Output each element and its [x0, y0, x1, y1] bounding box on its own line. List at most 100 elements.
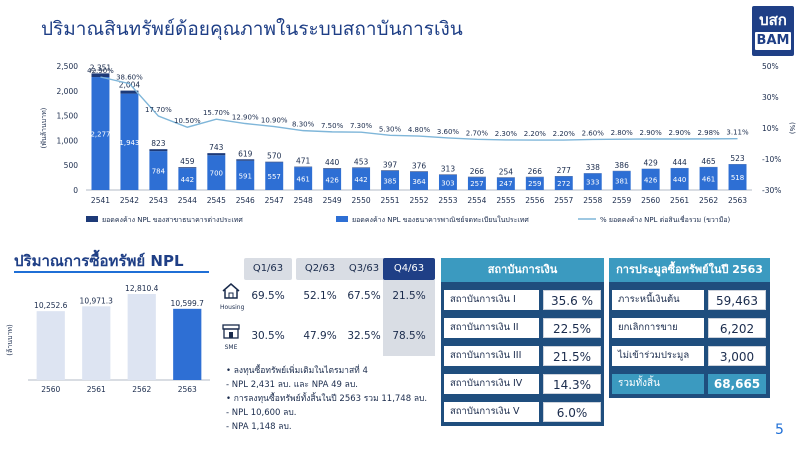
sme-row-icon: SME — [220, 322, 242, 351]
bar-domestic — [612, 171, 631, 190]
bar-domestic-label: 461 — [702, 176, 715, 184]
bar-domestic-label: 426 — [644, 176, 658, 184]
note-line: - NPA 1,148 ลบ. — [226, 422, 292, 432]
pct-label: 17.70% — [145, 106, 172, 114]
bar-domestic-label: 259 — [528, 180, 541, 188]
pct-label: 2.70% — [466, 129, 489, 137]
x-tick-label: 2560 — [641, 196, 660, 205]
quarter-table: Q1/63 Q2/63 Q3/63 Q4/63 Housing 69.5% 52… — [220, 258, 435, 358]
bar-total-label: 570 — [267, 152, 282, 161]
purchase-value-label: 10,252.6 — [34, 301, 68, 310]
x-tick-label: 2542 — [120, 196, 139, 205]
note-line: - NPL 10,600 ลบ. — [226, 408, 297, 418]
auction-total-value: 68,665 — [708, 374, 766, 394]
bar-domestic-label: 518 — [731, 174, 744, 182]
bar-foreign — [120, 90, 139, 94]
bar-foreign — [265, 161, 284, 163]
institution-row-value: 6.0% — [543, 402, 601, 422]
x-tick-label: 2551 — [380, 196, 399, 205]
purchase-value-label: 10,599.7 — [171, 299, 205, 308]
legend-swatch-domestic — [336, 216, 348, 222]
bar-domestic-label: 700 — [210, 170, 223, 178]
bar-domestic-label: 2,277 — [90, 131, 110, 139]
y-axis-label: (พันล้านบาท) — [40, 107, 48, 148]
y-tick-label: 500 — [64, 161, 79, 170]
pct-label: 10.90% — [261, 117, 288, 125]
bar-foreign — [178, 167, 197, 169]
housing-q3: 67.5% — [347, 290, 381, 302]
pct-label: 15.70% — [203, 109, 230, 117]
x-tick-label: 2550 — [352, 196, 371, 205]
bar-foreign — [236, 159, 255, 161]
housing-q2: 52.1% — [303, 290, 337, 302]
bar-foreign — [207, 153, 226, 156]
x-tick-label: 2553 — [438, 196, 457, 205]
pct-line — [100, 76, 738, 141]
npl-purchase-chart: (ล้านบาท) 10,252.6 2560 10,971.3 2561 12,810.… — [6, 284, 210, 394]
purchase-bar — [127, 293, 156, 380]
pct-label: 2.98% — [697, 129, 720, 137]
bar-domestic-label: 364 — [412, 178, 426, 186]
auction-row-label: ยกเลิกการขาย — [612, 318, 704, 338]
bar-domestic-label: 385 — [383, 177, 396, 185]
sme-label: SME — [224, 344, 238, 351]
bar-domestic-label: 272 — [557, 180, 570, 188]
x-tick-label: 2556 — [525, 196, 544, 205]
auction-row-label: ไม่เข้าร่วมประมูล — [612, 346, 704, 366]
page-number: 5 — [775, 422, 784, 438]
pct-label: 4.80% — [408, 126, 431, 134]
section-underline — [14, 271, 209, 273]
bar-total-label: 254 — [499, 167, 514, 176]
bar-domestic — [438, 174, 457, 190]
bar-domestic — [554, 176, 573, 190]
institution-row-label: สถาบันการเงิน I — [444, 290, 539, 310]
bar-domestic — [728, 164, 747, 190]
x-tick-label: 2548 — [294, 196, 313, 205]
auction-row-label: ภาระหนี้เงินต้น — [612, 290, 704, 310]
house-icon — [222, 283, 240, 299]
bar-domestic-label: 247 — [499, 180, 512, 188]
bar-total-label: 471 — [296, 157, 311, 166]
housing-row-icon: Housing — [220, 282, 244, 311]
bar-domestic — [467, 177, 486, 190]
legend-label: % ยอดคงค้าง NPL ต่อสินเชื่อรวม (ขวามือ) — [600, 215, 731, 224]
bar-domestic — [149, 151, 168, 190]
x-tick-label: 2543 — [149, 196, 168, 205]
bar-domestic-label: 1,943 — [119, 139, 139, 147]
bar-domestic — [670, 168, 689, 190]
note-line: - NPL 2,431 ลบ. และ NPA 49 ลบ. — [226, 380, 358, 390]
x-tick-label: 2563 — [728, 196, 747, 205]
bar-domestic-label: 426 — [325, 176, 339, 184]
y2-tick-label: 50% — [762, 62, 779, 71]
y-tick-label: 1,000 — [57, 136, 79, 145]
x-tick-label: 2562 — [132, 385, 151, 394]
auction-total-label: รวมทั้งสิ้น — [612, 374, 704, 394]
bar-domestic — [178, 168, 197, 190]
bar-domestic — [91, 77, 110, 190]
quarter-header: Q1/63 — [244, 258, 292, 280]
bar-total-label: 523 — [730, 154, 745, 163]
bar-total-label: 313 — [441, 164, 456, 173]
institution-row-value: 22.5% — [543, 318, 601, 338]
pct-label: 10.50% — [174, 117, 201, 125]
y2-tick-label: 10% — [762, 124, 779, 133]
auction-row-value: 3,000 — [708, 346, 766, 366]
bar-total-label: 266 — [470, 167, 485, 176]
x-tick-label: 2554 — [467, 196, 486, 205]
pct-label: 7.30% — [350, 122, 373, 130]
bar-domestic-label: 303 — [441, 179, 454, 187]
bar-total-label: 429 — [643, 159, 658, 168]
note-line: • การลงทุนซื้อทรัพย์ทั้งสิ้นในปี 2563 รว… — [226, 394, 428, 404]
x-tick-label: 2541 — [91, 196, 110, 205]
pct-label: 38.60% — [116, 74, 143, 82]
page-title: ปริมาณสินทรัพย์ด้อยคุณภาพในระบบสถาบันการ… — [41, 18, 463, 40]
bar-foreign — [352, 167, 371, 169]
institution-row-value: 21.5% — [543, 346, 601, 366]
purchase-bar — [36, 311, 65, 380]
y-tick-label: 0 — [73, 186, 78, 195]
bar-total-label: 743 — [209, 143, 224, 152]
bar-total-label: 465 — [701, 157, 716, 166]
bar-domestic-label: 591 — [239, 172, 252, 180]
bar-domestic — [120, 93, 139, 190]
bar-domestic-label: 784 — [152, 168, 166, 176]
